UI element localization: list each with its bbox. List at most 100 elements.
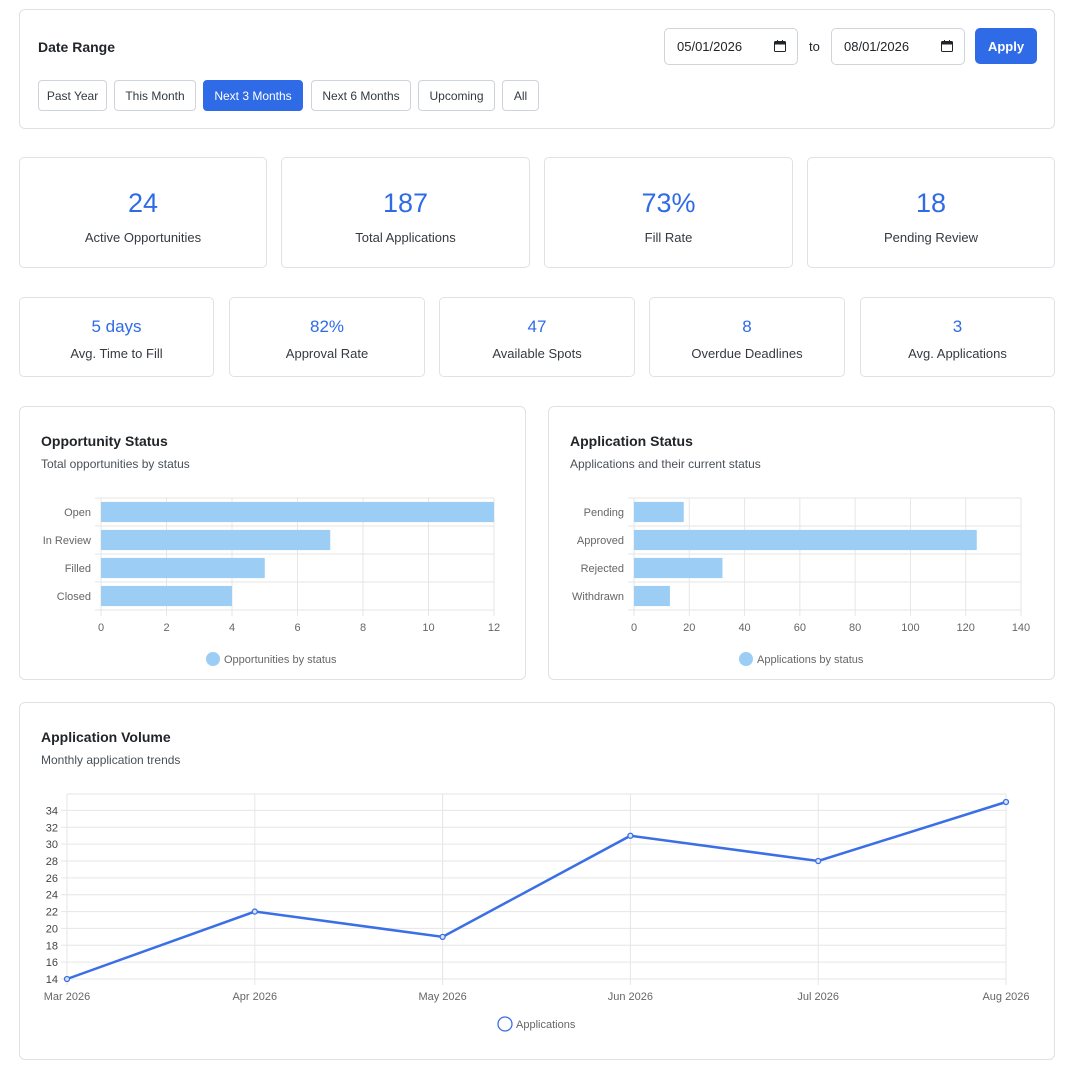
calendar-icon[interactable] bbox=[941, 40, 953, 52]
x-tick-label: 12 bbox=[488, 622, 500, 634]
kpi-label: Approval Rate bbox=[285, 346, 369, 361]
kpi-fill-rate: 73% Fill Rate bbox=[544, 157, 793, 268]
apply-button[interactable]: Apply bbox=[975, 28, 1037, 64]
application-status-chart: 0 20 40 60 80 100 120 140 Pending Approved Rejecte… bbox=[572, 497, 1030, 666]
bar bbox=[634, 501, 684, 523]
x-tick-label: Jun 2026 bbox=[608, 991, 653, 1003]
kpi-label: Total Applications bbox=[355, 230, 456, 245]
x-tick-label: 100 bbox=[901, 622, 919, 634]
y-tick-label: 30 bbox=[46, 839, 58, 851]
kpi-label: Avg. Time to Fill bbox=[70, 346, 163, 361]
x-tick-label: Apr 2026 bbox=[232, 991, 277, 1003]
kpi-label: Active Opportunities bbox=[84, 230, 202, 245]
y-tick-label: 24 bbox=[46, 890, 58, 902]
opportunity-status-chart: 0 2 4 6 8 10 12 Open In Review Filled Closed Opport… bbox=[43, 497, 500, 666]
calendar-icon[interactable] bbox=[774, 40, 786, 52]
kpi-value: 47 bbox=[527, 317, 547, 336]
y-tick-label: 16 bbox=[46, 957, 58, 969]
application-volume-chart: 14 16 18 20 22 24 26 28 30 32 34 Mar 2026 Apr 2026 Ma… bbox=[44, 793, 1030, 1032]
preset-this-month-button[interactable]: This Month bbox=[114, 80, 196, 111]
kpi-label: Fill Rate bbox=[644, 230, 693, 245]
x-tick-label: 0 bbox=[631, 622, 637, 634]
y-tick-label: 26 bbox=[46, 873, 58, 885]
legend-label: Applications bbox=[516, 1019, 576, 1031]
legend-swatch bbox=[739, 652, 753, 666]
y-tick-label: 22 bbox=[46, 907, 58, 919]
kpi-approval-rate: 82% Approval Rate bbox=[229, 297, 425, 377]
end-date-input[interactable]: 08/01/2026 bbox=[831, 28, 965, 65]
category-label: Closed bbox=[57, 591, 91, 603]
start-date-input[interactable]: 05/01/2026 bbox=[664, 28, 798, 65]
chart-subtitle: Applications and their current status bbox=[570, 457, 761, 471]
kpi-value: 18 bbox=[915, 188, 947, 218]
kpi-label: Avg. Applications bbox=[908, 346, 1007, 361]
kpi-value: 8 bbox=[742, 317, 752, 336]
y-tick-label: 14 bbox=[46, 974, 58, 986]
category-label: Filled bbox=[65, 563, 91, 575]
y-tick-label: 32 bbox=[46, 822, 58, 834]
kpi-label: Overdue Deadlines bbox=[691, 346, 803, 361]
legend-swatch bbox=[497, 1016, 513, 1032]
chart-subtitle: Monthly application trends bbox=[41, 753, 181, 767]
x-tick-label: 80 bbox=[849, 622, 861, 634]
series-line bbox=[66, 800, 1007, 981]
x-tick-label: 6 bbox=[294, 622, 300, 634]
x-tick-label: 40 bbox=[738, 622, 750, 634]
kpi-available-spots: 47 Available Spots bbox=[439, 297, 635, 377]
preset-next-3-months-button[interactable]: Next 3 Months bbox=[203, 80, 303, 111]
bar bbox=[101, 529, 331, 551]
preset-upcoming-button[interactable]: Upcoming bbox=[418, 80, 495, 111]
kpi-total-applications: 187 Total Applications bbox=[281, 157, 530, 268]
kpi-value: 73% bbox=[641, 188, 696, 218]
start-date-value: 05/01/2026 bbox=[677, 39, 743, 54]
x-tick-label: 60 bbox=[794, 622, 806, 634]
x-tick-label: 10 bbox=[422, 622, 434, 634]
bar bbox=[634, 557, 723, 579]
preset-next-6-months-button[interactable]: Next 6 Months bbox=[311, 80, 411, 111]
x-tick-label: Aug 2026 bbox=[982, 991, 1029, 1003]
category-label: Pending bbox=[584, 507, 624, 519]
end-date-value: 08/01/2026 bbox=[844, 39, 910, 54]
y-tick-label: 18 bbox=[46, 940, 58, 952]
data-point bbox=[815, 857, 822, 865]
kpi-value: 82% bbox=[309, 317, 345, 336]
chart-title: Application Volume bbox=[41, 729, 171, 745]
chart-title: Opportunity Status bbox=[41, 433, 168, 449]
x-tick-label: 20 bbox=[683, 622, 695, 634]
x-tick-label: May 2026 bbox=[418, 991, 466, 1003]
x-tick-label: 0 bbox=[98, 622, 104, 634]
bar bbox=[101, 557, 265, 579]
category-label: Rejected bbox=[581, 563, 624, 575]
application-volume-chart-card: 14 16 18 20 22 24 26 28 30 32 34 Mar 2026 Apr 2026 Ma… bbox=[19, 702, 1055, 1060]
kpi-label: Pending Review bbox=[884, 230, 978, 245]
x-tick-label: 4 bbox=[229, 622, 235, 634]
x-tick-label: 8 bbox=[360, 622, 366, 634]
data-point bbox=[251, 908, 258, 915]
category-label: Open bbox=[64, 507, 91, 519]
legend-label: Opportunities by status bbox=[224, 654, 337, 666]
y-tick-label: 28 bbox=[46, 856, 58, 868]
bar bbox=[634, 529, 977, 551]
kpi-avg-time-to-fill: 5 days Avg. Time to Fill bbox=[19, 297, 214, 377]
kpi-value: 3 bbox=[952, 317, 963, 336]
preset-past-year-button[interactable]: Past Year bbox=[38, 80, 107, 111]
legend-swatch bbox=[206, 652, 220, 666]
category-label: Withdrawn bbox=[572, 591, 624, 603]
kpi-active-opportunities: 24 Active Opportunities bbox=[19, 157, 267, 268]
category-label: In Review bbox=[43, 535, 91, 547]
kpi-overdue-deadlines: 8 Overdue Deadlines bbox=[649, 297, 845, 377]
data-point bbox=[439, 933, 446, 941]
application-status-chart-card: 0 20 40 60 80 100 120 140 Pending Approved Rejecte… bbox=[548, 406, 1055, 680]
data-point bbox=[63, 975, 71, 983]
kpi-label: Available Spots bbox=[492, 346, 582, 361]
legend-label: Applications by status bbox=[757, 654, 864, 666]
category-label: Approved bbox=[577, 535, 624, 547]
x-tick-label: 140 bbox=[1012, 622, 1030, 634]
bar bbox=[101, 501, 494, 523]
x-tick-label: Mar 2026 bbox=[44, 991, 90, 1003]
opportunity-status-chart-card: 0 2 4 6 8 10 12 Open In Review Filled Closed Opport… bbox=[19, 406, 526, 680]
chart-title: Application Status bbox=[570, 433, 693, 449]
y-tick-label: 34 bbox=[46, 805, 58, 817]
x-tick-label: Jul 2026 bbox=[797, 991, 839, 1003]
preset-all-button[interactable]: All bbox=[502, 80, 539, 111]
